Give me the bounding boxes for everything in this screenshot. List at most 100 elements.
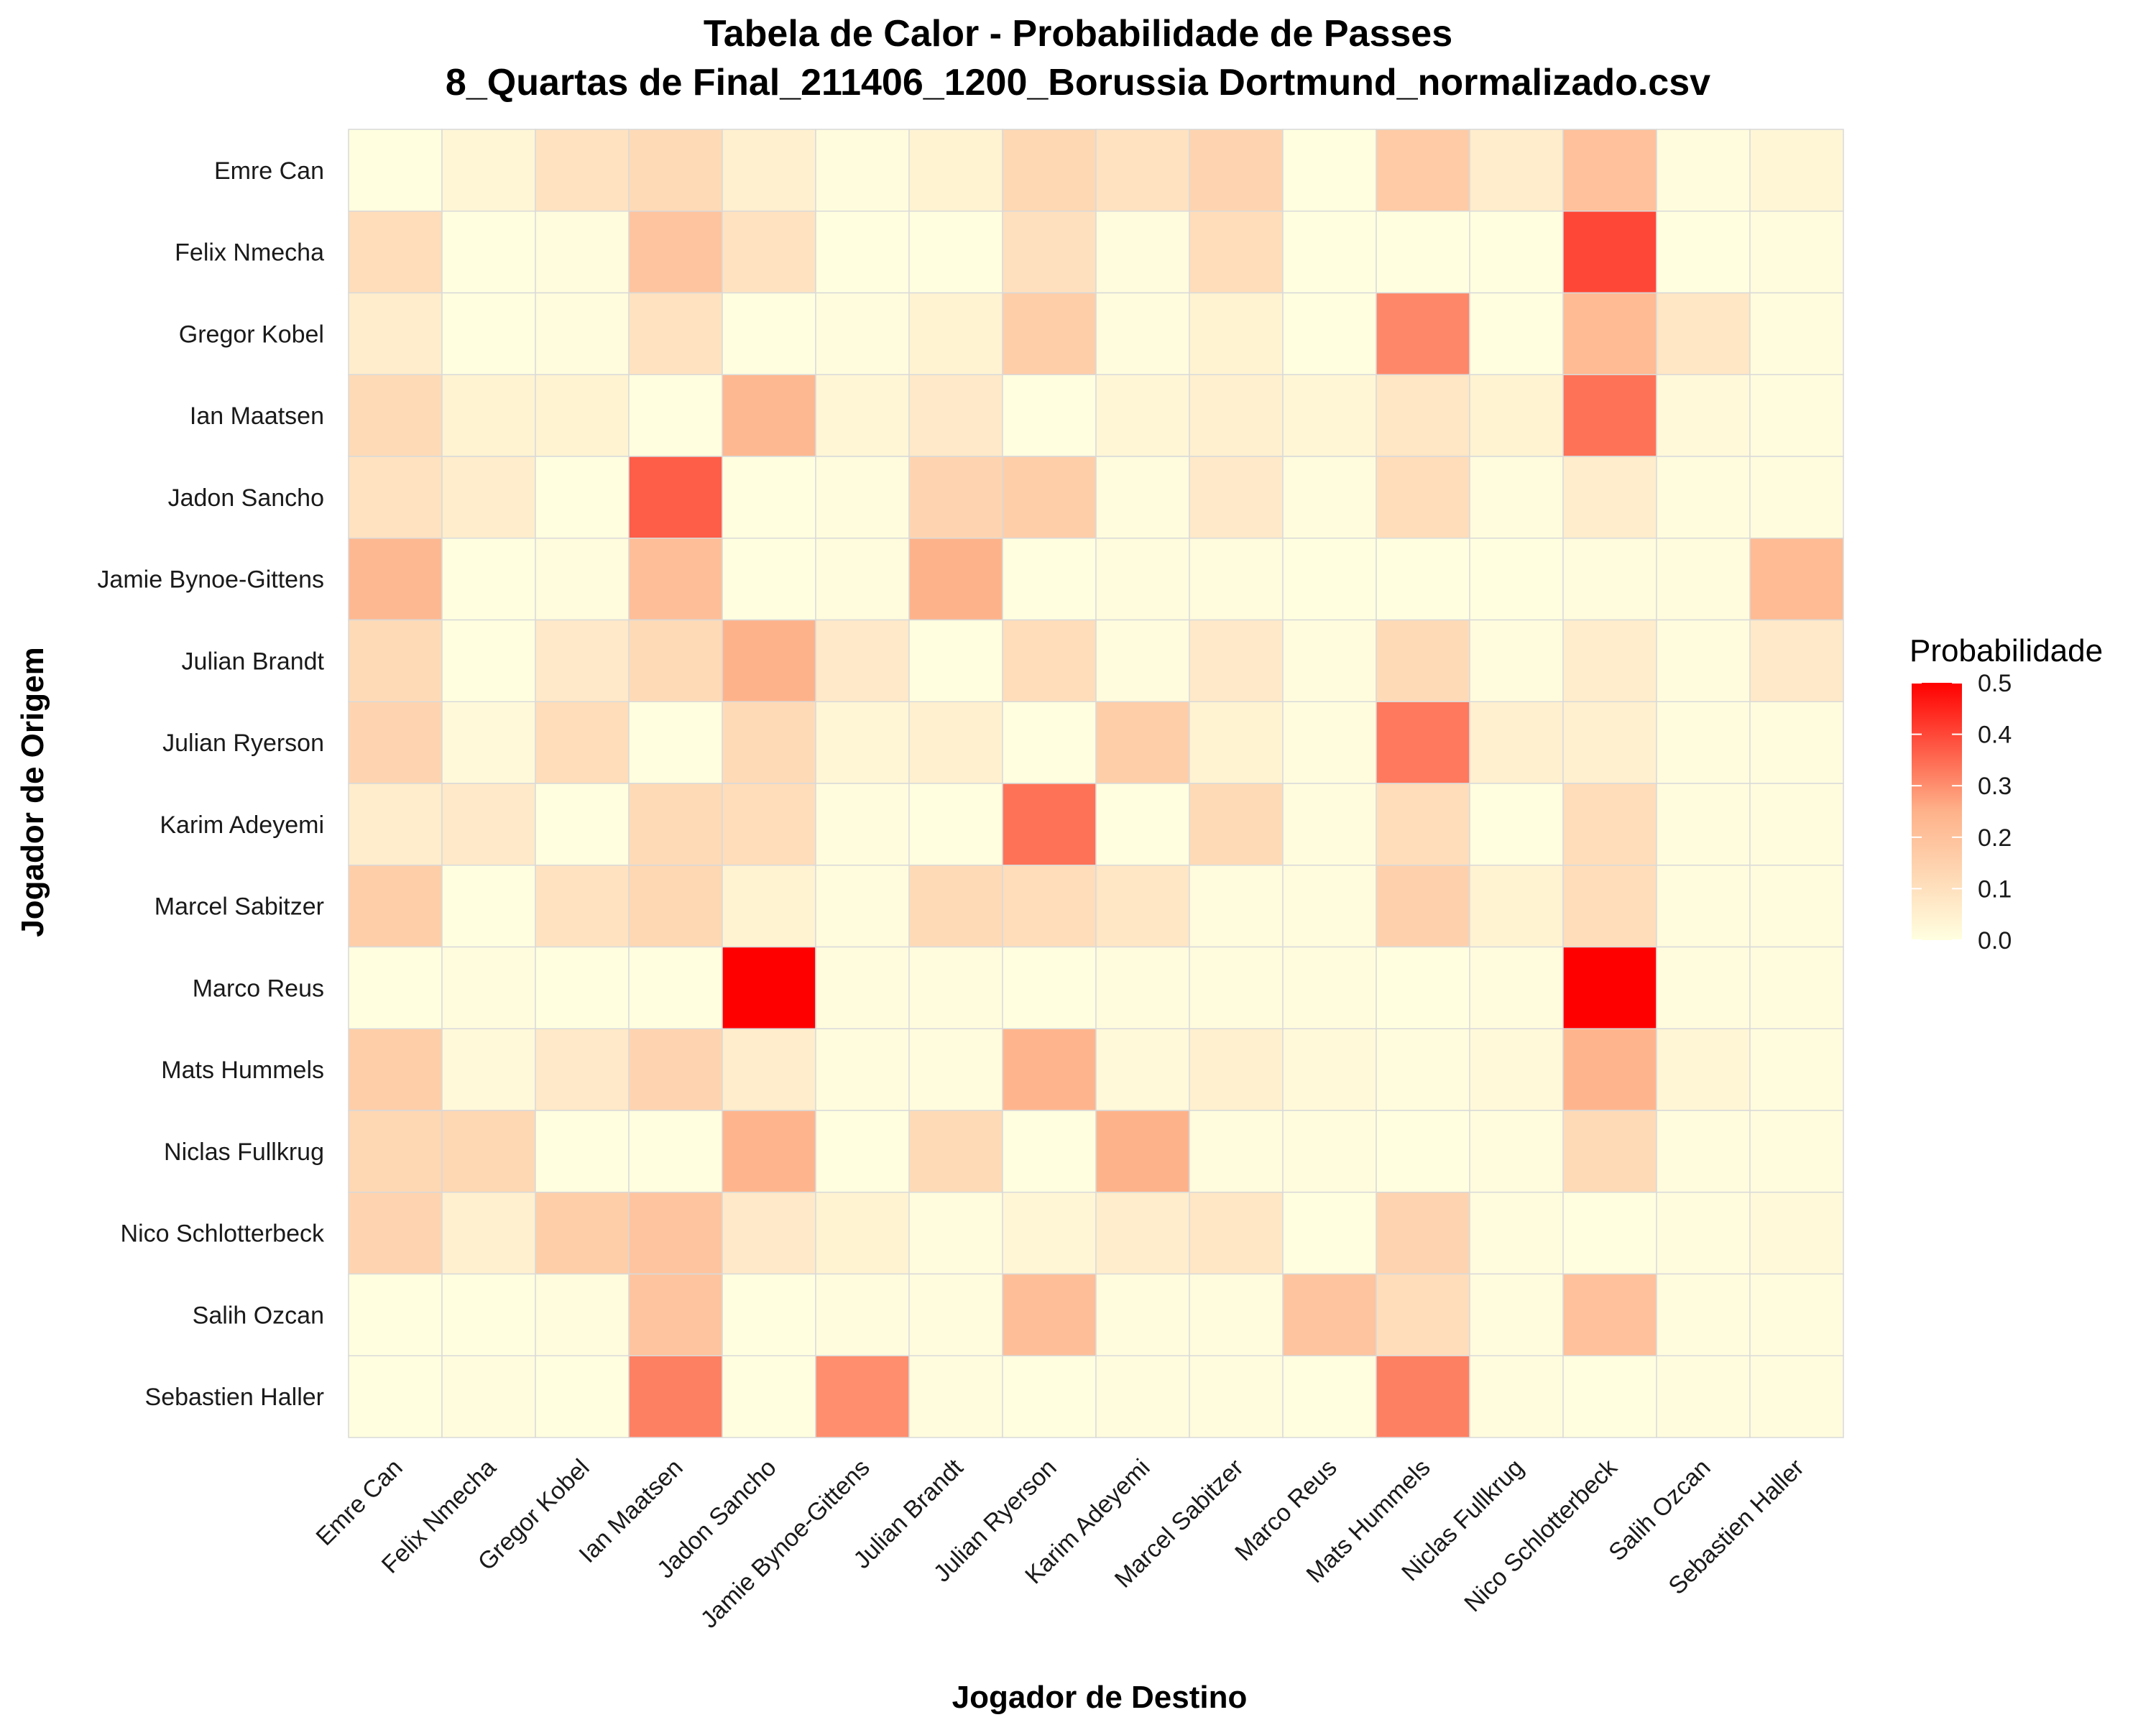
heatmap-cell: [348, 538, 443, 621]
heatmap-cell: [1376, 1192, 1470, 1275]
heatmap-cell: [1562, 129, 1657, 212]
heatmap-cell: [815, 1273, 910, 1356]
heatmap-cell: [1189, 1192, 1284, 1275]
heatmap-cell: [1095, 456, 1190, 539]
legend-colorbar: [1912, 683, 1962, 940]
heatmap-cell: [1002, 292, 1097, 375]
heatmap-cell: [1376, 783, 1470, 866]
heatmap-cell: [1002, 1355, 1097, 1438]
heatmap-cell: [1095, 1028, 1190, 1111]
heatmap-cell: [1656, 865, 1751, 948]
heatmap-cell: [722, 946, 816, 1029]
heatmap-cell: [1562, 374, 1657, 457]
heatmap-cell: [348, 129, 443, 212]
chart-title: Tabela de Calor - Probabilidade de Passe…: [704, 13, 1452, 55]
heatmap-cell: [1002, 211, 1097, 294]
x-tick-label: Emre Can: [311, 1454, 408, 1551]
legend-title: Probabilidade: [1909, 633, 2103, 668]
heatmap-cell: [1189, 1110, 1284, 1193]
heatmap-cell: [1189, 865, 1284, 948]
heatmap-cell: [441, 783, 536, 866]
heatmap-cell: [908, 211, 1003, 294]
heatmap-cell: [1562, 1192, 1657, 1275]
y-tick-label: Salih Ozcan: [193, 1302, 324, 1329]
heatmap-cell: [1656, 538, 1751, 621]
heatmap-cell: [535, 1355, 630, 1438]
heatmap-cell: [908, 1355, 1003, 1438]
heatmap-cell: [722, 1192, 816, 1275]
heatmap-cell: [1095, 619, 1190, 702]
heatmap-cell: [535, 456, 630, 539]
heatmap-cell: [1282, 129, 1377, 212]
heatmap-cell: [722, 619, 816, 702]
y-tick-label: Mats Hummels: [161, 1057, 324, 1084]
heatmap-cell: [722, 456, 816, 539]
heatmap-cell: [628, 129, 723, 212]
heatmap-cell: [348, 865, 443, 948]
heatmap-cell: [722, 1110, 816, 1193]
heatmap-cell: [1282, 211, 1377, 294]
heatmap-cell: [1376, 619, 1470, 702]
heatmap-cell: [1656, 129, 1751, 212]
heatmap-cell: [1469, 619, 1564, 702]
heatmap-cell: [1002, 129, 1097, 212]
heatmap-cell: [1562, 211, 1657, 294]
heatmap-cell: [441, 538, 536, 621]
legend-tick-label: 0.5: [1978, 670, 2012, 697]
heatmap-cell: [1095, 1273, 1190, 1356]
heatmap-cell: [1095, 374, 1190, 457]
heatmap-cell: [628, 1192, 723, 1275]
y-tick-label: Marco Reus: [193, 975, 324, 1002]
heatmap-cell: [1749, 1273, 1844, 1356]
heatmap-cell: [1469, 783, 1564, 866]
heatmap-cell: [1749, 374, 1844, 457]
heatmap-cell: [1749, 211, 1844, 294]
heatmap-cell: [1095, 211, 1190, 294]
heatmap-cell: [1376, 865, 1470, 948]
heatmap-cell: [1002, 1028, 1097, 1111]
heatmap-cell: [1562, 1110, 1657, 1193]
heatmap-cell: [535, 783, 630, 866]
heatmap-cell: [1376, 456, 1470, 539]
heatmap-cell: [1376, 1273, 1470, 1356]
heatmap-cell: [1189, 292, 1284, 375]
heatmap-cell: [441, 374, 536, 457]
heatmap-cell: [441, 619, 536, 702]
heatmap-cell: [908, 865, 1003, 948]
heatmap-cell: [722, 865, 816, 948]
heatmap-cell: [1282, 1110, 1377, 1193]
heatmap-cell: [348, 1273, 443, 1356]
heatmap-cell: [815, 619, 910, 702]
y-tick-label: Felix Nmecha: [175, 239, 324, 267]
heatmap-cell: [815, 374, 910, 457]
y-tick-label: Julian Ryerson: [162, 730, 324, 757]
heatmap-cell: [628, 292, 723, 375]
heatmap-cell: [535, 292, 630, 375]
heatmap-cell: [1749, 292, 1844, 375]
heatmap-cell: [1749, 946, 1844, 1029]
heatmap-cell: [1376, 1028, 1470, 1111]
heatmap-cell: [1376, 211, 1470, 294]
heatmap-cell: [1469, 129, 1564, 212]
heatmap-cell: [1002, 865, 1097, 948]
heatmap-cell: [1656, 619, 1751, 702]
heatmap-cell: [1469, 1110, 1564, 1193]
heatmap-cell: [1656, 456, 1751, 539]
heatmap-cell: [1656, 292, 1751, 375]
heatmap-cell: [815, 129, 910, 212]
heatmap-cell: [1749, 619, 1844, 702]
legend-tick-label: 0.3: [1978, 773, 2012, 800]
heatmap-cell: [1749, 456, 1844, 539]
heatmap-cell: [1002, 374, 1097, 457]
heatmap-cell: [441, 946, 536, 1029]
heatmap-cell: [1469, 1355, 1564, 1438]
legend-tick-label: 0.2: [1978, 824, 2012, 852]
heatmap-cell: [1469, 374, 1564, 457]
heatmap-cell: [1562, 1355, 1657, 1438]
heatmap-cell: [815, 292, 910, 375]
heatmap-cell: [722, 1355, 816, 1438]
heatmap-cell: [348, 701, 443, 784]
heatmap-cell: [1189, 1028, 1284, 1111]
heatmap-cell: [1189, 1273, 1284, 1356]
